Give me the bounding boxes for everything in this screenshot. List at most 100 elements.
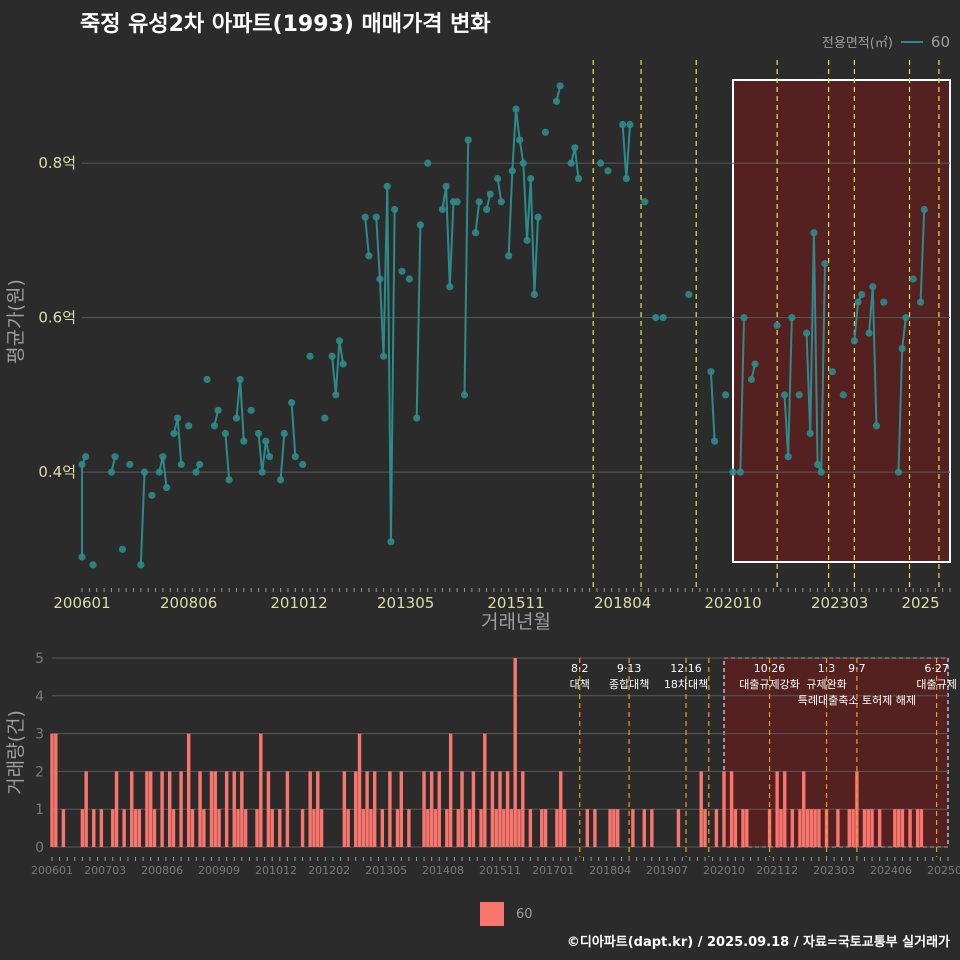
volume-bar	[919, 809, 924, 847]
price-point	[626, 120, 634, 129]
price-point	[162, 483, 171, 492]
volume-bar	[460, 771, 464, 847]
price-point	[174, 414, 182, 422]
volume-bar	[779, 809, 783, 847]
price-point	[541, 128, 550, 136]
price-point	[140, 468, 149, 476]
legend-title: 전용면적(㎡)	[821, 36, 893, 51]
price-line-segment	[375, 217, 381, 280]
price-line-segment	[787, 317, 793, 457]
price-point	[379, 352, 388, 360]
volume-x-tick-label: 202010	[703, 864, 745, 877]
price-point	[729, 468, 737, 476]
volume-x-tick-label: 201701	[532, 864, 574, 877]
volume-bar	[179, 771, 183, 847]
policy-date-label: 12·16	[670, 662, 702, 675]
price-line-segment	[279, 433, 286, 480]
price-point	[416, 221, 424, 229]
price-point	[530, 290, 538, 299]
price-point	[659, 314, 667, 322]
price-point	[784, 453, 792, 461]
volume-bar	[429, 771, 434, 847]
price-line-segment	[386, 186, 392, 542]
price-point	[920, 205, 928, 214]
volume-x-tick-label: 201305	[365, 864, 407, 877]
price-point	[288, 399, 296, 407]
price-point	[747, 375, 755, 384]
x-tick-label: 202303	[811, 594, 868, 612]
y-tick-label: 0.4억	[38, 463, 76, 481]
price-point	[210, 422, 219, 430]
volume-bar	[186, 733, 191, 847]
volume-bar	[209, 771, 214, 847]
price-point	[736, 468, 744, 476]
volume-bar	[866, 809, 870, 847]
source-caption: ©디아파트(dapt.kr) / 2025.09.18 / 자료=국토교통부 실…	[566, 935, 950, 950]
volume-bar	[479, 809, 483, 847]
volume-bar	[373, 771, 377, 847]
price-point	[813, 460, 822, 469]
policy-text-label: 규제완화	[806, 678, 846, 691]
volume-bar	[502, 809, 506, 847]
price-point	[898, 344, 906, 353]
price-point	[328, 352, 336, 360]
volume-bar	[494, 809, 498, 847]
price-point	[339, 360, 347, 368]
volume-bar	[505, 771, 510, 847]
volume-bar	[308, 771, 312, 847]
volume-bar	[509, 809, 514, 847]
price-point	[552, 97, 561, 105]
price-line-segment	[224, 433, 231, 480]
volume-bar	[171, 809, 176, 847]
volume-bar	[847, 809, 851, 847]
price-point	[107, 468, 116, 476]
volume-bar	[608, 809, 612, 847]
price-point	[280, 429, 288, 438]
price-point	[332, 391, 340, 399]
volume-bar	[809, 809, 814, 847]
volume-bar	[540, 809, 544, 847]
price-point	[751, 360, 759, 368]
price-line-segment	[709, 371, 716, 442]
volume-bar	[513, 658, 517, 847]
price-point	[519, 159, 527, 167]
price-point	[869, 283, 877, 291]
price-point	[335, 337, 344, 345]
volume-bar	[240, 771, 244, 847]
volume-bar	[650, 809, 654, 847]
volume-bar	[631, 809, 635, 847]
price-point	[137, 561, 145, 569]
price-point	[596, 159, 605, 167]
volume-bar	[149, 771, 153, 847]
volume-bar	[266, 771, 271, 847]
volume-x-tick-label: 201202	[308, 864, 350, 877]
x-tick-label: 201511	[487, 594, 544, 612]
price-line-segment	[290, 402, 297, 457]
policy-date-label: 10·26	[754, 662, 786, 675]
volume-bar	[896, 809, 901, 847]
price-point	[619, 120, 627, 129]
volume-legend: 60	[480, 902, 533, 926]
price-line-segment	[474, 201, 481, 233]
price-point	[828, 368, 836, 376]
policy-date-label: 1·3	[818, 662, 836, 675]
price-line-segment	[463, 139, 470, 395]
price-point	[453, 198, 461, 206]
volume-bar	[137, 809, 142, 847]
price-line-segment	[853, 302, 860, 341]
price-point	[464, 136, 472, 144]
volume-y-axis-title: 거래량(건)	[5, 710, 27, 795]
y-tick-label: 0.6억	[38, 309, 76, 327]
price-point	[780, 391, 789, 399]
price-point	[413, 414, 421, 422]
volume-bar	[851, 809, 855, 847]
price-point	[306, 352, 314, 360]
price-point	[258, 468, 266, 476]
price-point	[265, 453, 274, 461]
price-point	[405, 275, 413, 283]
volume-bar	[190, 809, 195, 847]
volume-bar	[342, 771, 347, 847]
volume-highlight-box	[723, 657, 949, 848]
volume-bar	[767, 809, 772, 847]
policy-text-label: 종합대책	[609, 678, 649, 691]
